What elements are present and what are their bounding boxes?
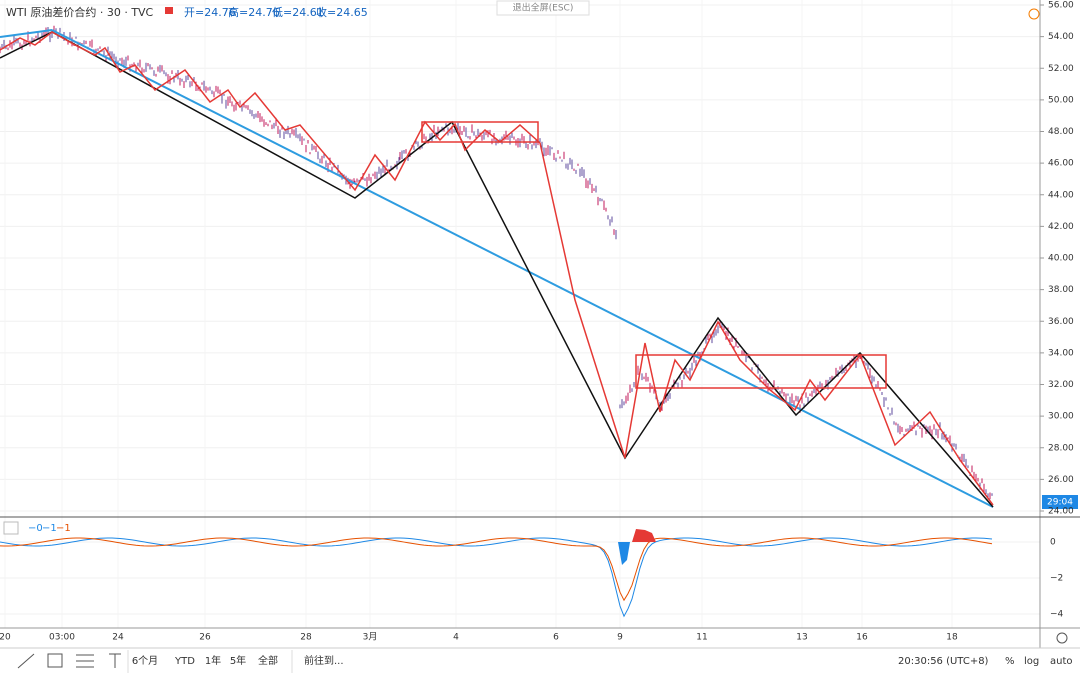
time-label: 28	[300, 633, 312, 643]
price-label: 36.00	[1048, 317, 1074, 327]
percent[interactable]: %	[1005, 656, 1015, 667]
trend-line	[51, 29, 994, 508]
price-label: 40.00	[1048, 254, 1074, 264]
time-label: 03:00	[49, 633, 75, 643]
legend-0: −0	[28, 523, 43, 534]
indicator-line	[0, 537, 993, 602]
zigzag-red	[0, 31, 994, 506]
price-label: 44.00	[1048, 190, 1074, 200]
histogram-pos	[632, 529, 656, 542]
histogram-neg	[618, 542, 630, 565]
price-label: 56.00	[1048, 1, 1074, 11]
price-label: 54.00	[1048, 32, 1074, 42]
drawings	[0, 25, 994, 618]
time-label: 3月	[363, 632, 378, 643]
range-button[interactable]: 5年	[230, 654, 246, 667]
price-tag: 29:04	[1047, 498, 1073, 508]
price-label: 26.00	[1048, 475, 1074, 485]
legend-2: −1	[56, 523, 71, 534]
drawing-tools	[17, 653, 121, 669]
grid	[0, 0, 1040, 628]
exit-fullscreen-button[interactable]	[496, 0, 590, 16]
price-label: 24.00	[1048, 507, 1074, 517]
price-label: 50.00	[1048, 95, 1074, 105]
high: 高=24.76	[228, 5, 280, 19]
open: 开=24.76	[184, 6, 236, 19]
price-label: 52.00	[1048, 64, 1074, 74]
range-button[interactable]: 1年	[205, 654, 221, 667]
time-label: 11	[696, 633, 707, 643]
time-label: 16	[856, 633, 868, 643]
price-label: 32.00	[1048, 380, 1074, 390]
price-label: 34.00	[1048, 348, 1074, 358]
time-label: 24	[112, 633, 124, 643]
close: 收=24.65	[316, 5, 368, 19]
time-label: 4	[453, 633, 459, 643]
flag-icon[interactable]	[165, 7, 173, 14]
range-button[interactable]: YTD	[174, 656, 195, 667]
price-tag-bg	[1042, 495, 1078, 509]
tool-fib[interactable]	[76, 654, 94, 668]
indicator-label: −4	[1050, 610, 1064, 620]
goto[interactable]: 前往到...	[304, 654, 344, 667]
alert-icon[interactable]	[1028, 8, 1040, 20]
settings-icon[interactable]	[1056, 632, 1068, 644]
time-label: 26	[199, 633, 211, 643]
time-label: 13	[796, 633, 807, 643]
price-label: 28.00	[1048, 443, 1074, 453]
time-label: 20	[0, 633, 11, 643]
low: 低=24.61	[272, 6, 324, 19]
symbol: WTI 原油差价合约 · 30 · TVC	[6, 5, 154, 19]
price-label: 38.00	[1048, 285, 1074, 295]
tool-line[interactable]	[17, 653, 35, 669]
time-label: 18	[946, 633, 958, 643]
price-label: 42.00	[1048, 222, 1074, 232]
log[interactable]: log	[1024, 656, 1039, 667]
auto[interactable]: auto	[1050, 656, 1073, 667]
indicator-label: 0	[1050, 538, 1056, 548]
time-label: 6	[553, 633, 559, 643]
tool-rect[interactable]	[47, 653, 63, 668]
indicator-label: −2	[1050, 574, 1063, 584]
collapse-button[interactable]	[3, 521, 19, 535]
range-button[interactable]: 全部	[258, 654, 278, 667]
price-label: 30.00	[1048, 412, 1074, 422]
range-box	[635, 354, 887, 389]
exit-fullscreen[interactable]: 退出全屏(ESC)	[513, 2, 574, 14]
range-box	[421, 121, 539, 143]
clock: 20:30:56 (UTC+8)	[898, 656, 989, 667]
legend-1: −1	[42, 523, 57, 534]
tool-text[interactable]	[109, 653, 121, 668]
trend-line	[0, 29, 53, 38]
time-label: 9	[617, 633, 623, 643]
range-button[interactable]: 6个月	[132, 655, 158, 667]
price-label: 46.00	[1048, 159, 1074, 169]
price-label: 48.00	[1048, 127, 1074, 137]
